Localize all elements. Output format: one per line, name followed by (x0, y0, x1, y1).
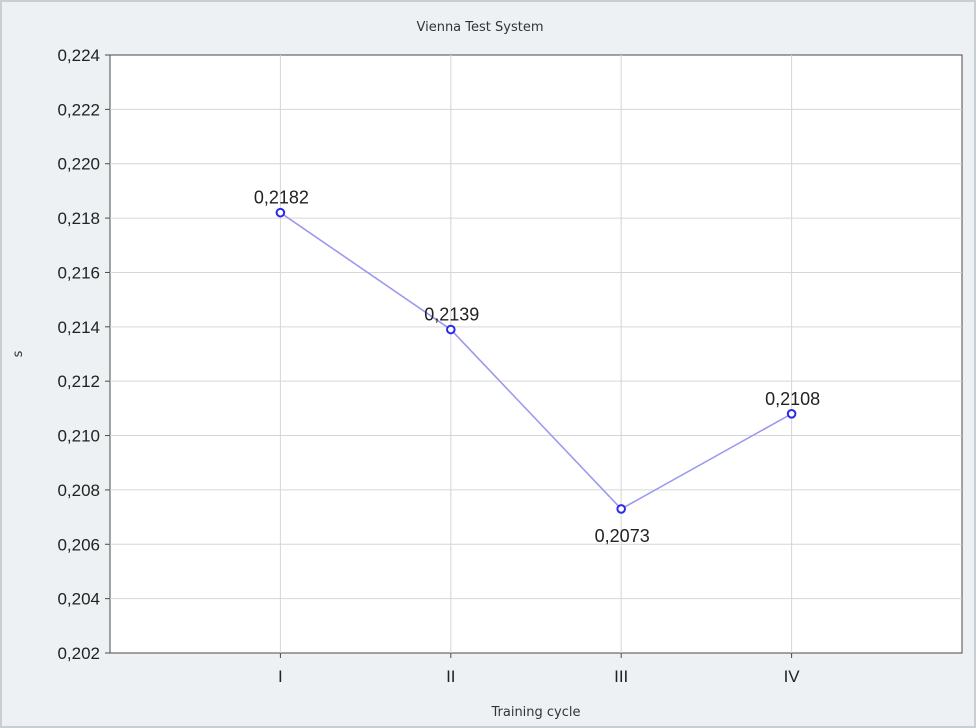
y-axis-title: s (11, 350, 26, 357)
chart-title: Vienna Test System (416, 20, 543, 35)
series-line-group (275, 207, 797, 514)
y-tick-label: 0,224 (57, 46, 100, 65)
x-axis-title: Training cycle (490, 705, 580, 720)
data-point-marker (275, 207, 286, 218)
data-point-marker (446, 324, 456, 335)
y-tick-label: 0,210 (57, 427, 100, 446)
grid-lines (110, 55, 962, 653)
x-tick-label: III (614, 667, 628, 686)
y-tick-label: 0,218 (57, 209, 100, 228)
data-label: 0,2108 (765, 389, 820, 409)
x-axis-ticks: I II III IV (278, 653, 800, 686)
y-tick-label: 0,202 (57, 644, 100, 663)
data-point-marker (786, 409, 797, 419)
data-point-marker (616, 504, 627, 514)
y-tick-label: 0,206 (57, 535, 100, 554)
data-labels: 0,2182 0,2139 0,2073 0,2108 (254, 188, 820, 546)
data-label: 0,2182 (254, 188, 309, 208)
y-tick-label: 0,220 (57, 155, 100, 174)
y-tick-label: 0,212 (57, 372, 100, 391)
plot-area (109, 54, 963, 654)
y-tick-label: 0,222 (57, 100, 100, 119)
x-tick-label: I (278, 667, 283, 686)
y-axis-ticks: 0,202 0,204 0,206 0,208 0,210 0,212 0,214 0,216… (57, 46, 110, 663)
data-label: 0,2139 (424, 305, 479, 325)
series-line (279, 211, 792, 510)
data-label: 0,2073 (595, 526, 650, 546)
x-tick-label: IV (784, 667, 801, 686)
y-tick-label: 0,204 (57, 590, 100, 609)
x-tick-label: II (446, 667, 455, 686)
y-tick-label: 0,208 (57, 481, 100, 500)
y-tick-label: 0,216 (57, 263, 100, 282)
y-tick-label: 0,214 (57, 318, 100, 337)
